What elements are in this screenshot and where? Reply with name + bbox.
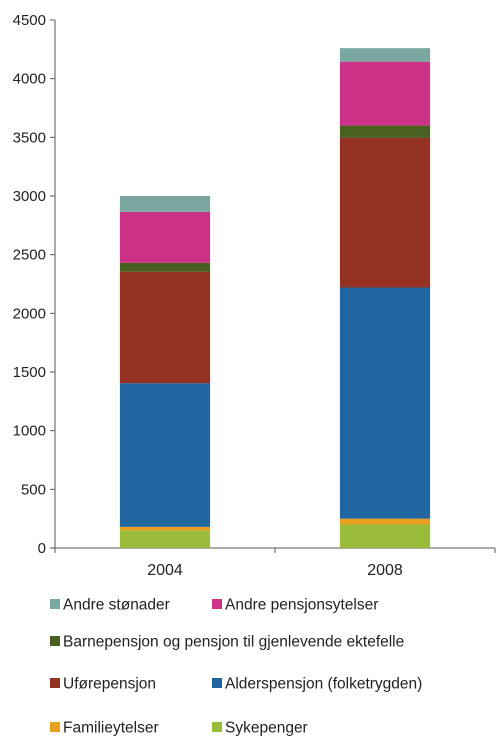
y-axis: 0 500 1000 1500 2000 2500 3000 3500 4000 4500 [13, 12, 56, 557]
bar-segment-andre-st-nader [119, 196, 211, 212]
y-tick-label: 1000 [13, 423, 46, 440]
legend-label: Familieytelser [63, 720, 159, 737]
legend-label: Andre pensjonsytelser [225, 597, 378, 614]
bar-segment-familieytelser [119, 526, 211, 531]
y-tick-label: 2000 [13, 305, 46, 322]
bar-segment-sykepenger [119, 530, 211, 548]
legend-label: Sykepenger [225, 720, 308, 737]
y-tick-label: 3500 [13, 129, 46, 146]
legend-swatch [50, 599, 60, 609]
y-tick-label: 1500 [13, 364, 46, 381]
legend-label: Andre stønader [63, 597, 170, 614]
y-tick-label: 2500 [13, 247, 46, 264]
legend-item: Familieytelser [50, 720, 159, 737]
legend-item: Alderspensjon (folketrygden) [212, 676, 422, 693]
legend-swatch [212, 678, 222, 688]
bar-segment-alderspensjon-folketrygden- [119, 383, 211, 527]
bar-segment-familieytelser [339, 518, 431, 525]
bar-stack-2008 [339, 48, 431, 548]
legend-label: Barnepensjon og pensjon til gjenlevende … [63, 634, 404, 651]
bar-segment-andre-pensjonsytelser [119, 211, 211, 263]
legend-item: Barnepensjon og pensjon til gjenlevende … [50, 634, 404, 651]
legend-item: Sykepenger [212, 720, 308, 737]
y-tick-label: 4000 [13, 71, 46, 88]
bar-segment-andre-pensjonsytelser [339, 61, 431, 126]
bar-segment-uf-repensjon [339, 137, 431, 288]
legend-item: Uførepensjon [50, 676, 156, 693]
y-tick-label: 0 [38, 540, 46, 557]
legend: Andre stønader Andre pensjonsytelser Barne… [50, 597, 422, 737]
bar-stack-2004 [119, 196, 211, 548]
legend-swatch [212, 722, 222, 732]
legend-item: Andre pensjonsytelser [212, 597, 378, 614]
legend-swatch [50, 636, 60, 646]
bar-stacks [119, 48, 431, 548]
x-tick-label: 2004 [147, 562, 183, 579]
legend-item: Andre stønader [50, 597, 170, 614]
x-axis: 2004 2008 [54, 547, 496, 579]
legend-swatch [212, 599, 222, 609]
bar-segment-barnepensjon-og-pensjon-til-gjenlevende-ektefelle [119, 262, 211, 272]
y-tick-label: 500 [21, 481, 46, 498]
y-tick-label: 3000 [13, 188, 46, 205]
legend-label: Uførepensjon [63, 676, 156, 693]
bar-segment-andre-st-nader [339, 48, 431, 62]
bar-segment-barnepensjon-og-pensjon-til-gjenlevende-ektefelle [339, 125, 431, 138]
bar-segment-uf-repensjon [119, 271, 211, 384]
bar-segment-sykepenger [339, 524, 431, 548]
legend-swatch [50, 678, 60, 688]
x-tick-label: 2008 [367, 562, 403, 579]
y-tick-label: 4500 [13, 12, 46, 29]
legend-swatch [50, 722, 60, 732]
bar-segment-alderspensjon-folketrygden- [339, 287, 431, 519]
legend-label: Alderspensjon (folketrygden) [225, 676, 422, 693]
